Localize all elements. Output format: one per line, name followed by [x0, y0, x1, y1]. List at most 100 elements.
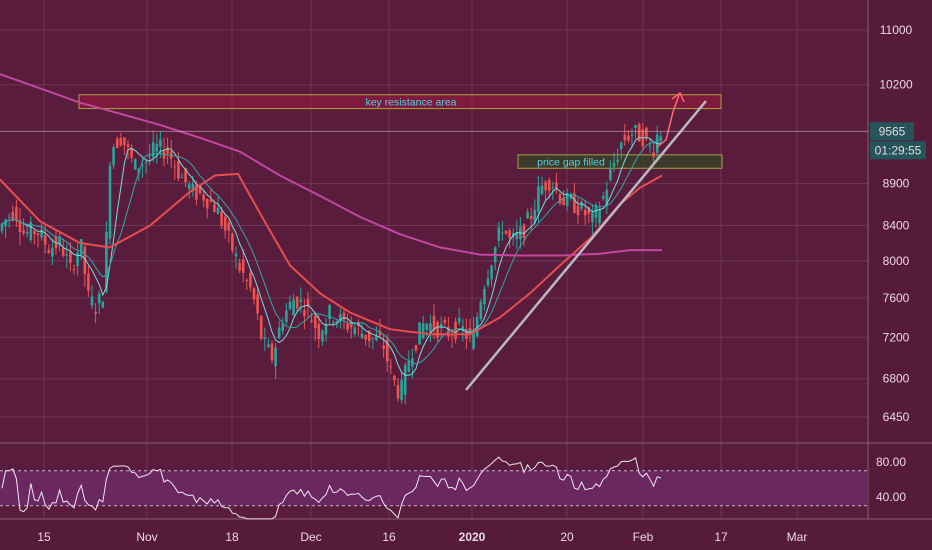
candle [223, 213, 227, 239]
candle [565, 188, 569, 212]
arrow-head [671, 91, 685, 103]
candle [252, 286, 256, 305]
candle-body [547, 179, 551, 191]
candle-body [321, 330, 324, 342]
candle [540, 176, 544, 196]
candle-body [180, 177, 184, 179]
candle [515, 220, 519, 249]
price-tick-label: 10200 [879, 78, 913, 92]
candle-body [141, 164, 144, 166]
candle [184, 167, 187, 188]
candle [407, 350, 411, 373]
candle [659, 131, 663, 145]
candle-body [231, 233, 234, 251]
candle [281, 317, 285, 335]
candle-body [11, 211, 15, 220]
candle-body [331, 322, 335, 324]
candle-body [25, 232, 29, 234]
candle [205, 198, 209, 219]
candle-body [497, 227, 501, 241]
candle-body [223, 216, 227, 231]
candle-body [364, 334, 367, 340]
candle-body [310, 320, 313, 323]
candle-body [421, 323, 425, 339]
candle-body [328, 304, 331, 320]
candle-body [594, 204, 598, 218]
candle-body [403, 365, 407, 395]
candle [497, 222, 501, 248]
time-tick-label: 16 [382, 530, 396, 544]
candle-body [4, 219, 7, 227]
candle-body [616, 159, 619, 162]
candle-body [436, 322, 439, 338]
rsi-pane: 80.00 40.00 [0, 455, 906, 520]
candle-body [7, 216, 11, 218]
candle-body [576, 205, 580, 216]
candle-body [130, 147, 133, 158]
candle [501, 220, 504, 241]
candle-body [587, 207, 591, 214]
candle-body [252, 288, 256, 300]
candle [105, 220, 108, 294]
candle-body [238, 262, 241, 271]
candle [324, 318, 328, 342]
candle-body [36, 233, 40, 236]
candle-body [429, 323, 432, 333]
candle [292, 293, 295, 316]
candle [576, 198, 580, 224]
candle [256, 287, 259, 321]
candle [389, 358, 393, 375]
candle-body [533, 209, 537, 223]
price-tick-label: 8900 [883, 177, 910, 191]
candle-body [335, 321, 339, 323]
candle-body [216, 207, 220, 214]
candle [580, 199, 583, 212]
candle-body [94, 312, 97, 314]
candle [508, 228, 511, 249]
candle [238, 258, 241, 273]
candle [616, 148, 619, 166]
candle-body [501, 232, 504, 234]
candle-body [29, 222, 33, 240]
candle [47, 244, 51, 255]
candle-body [353, 327, 357, 334]
price-tick-label: 6450 [883, 410, 910, 424]
candle [317, 314, 321, 349]
candle-body [220, 211, 223, 226]
candle [213, 199, 216, 213]
candle-body [558, 193, 562, 204]
candle [551, 181, 555, 201]
time-tick-label: Nov [136, 530, 157, 544]
candle-body [87, 273, 90, 291]
candle [443, 316, 447, 326]
candle-body [47, 250, 51, 253]
candle-body [457, 317, 461, 323]
candle-body [97, 293, 101, 304]
candle [72, 264, 76, 275]
candle-body [79, 239, 83, 256]
candle-body [562, 197, 565, 206]
candle-body [486, 278, 490, 286]
candle-body [277, 327, 281, 339]
candle [58, 230, 61, 252]
candle [249, 268, 252, 292]
candle-body [414, 344, 418, 351]
candle-body [555, 182, 558, 190]
candle [43, 225, 47, 254]
candle [270, 340, 274, 364]
candle [130, 144, 133, 163]
candle-body [591, 212, 594, 222]
price-tick-label: 11000 [880, 23, 913, 37]
time-tick-label: 20 [560, 530, 574, 544]
candle-body [159, 139, 162, 148]
candle-body [51, 247, 54, 257]
gap-label: price gap filled [537, 157, 605, 169]
countdown-box [870, 141, 926, 160]
candle [187, 181, 191, 199]
candle-body [43, 235, 47, 245]
candle-body [108, 165, 112, 239]
candle-body [472, 329, 475, 349]
candle [263, 327, 267, 351]
candle-body [288, 301, 292, 310]
